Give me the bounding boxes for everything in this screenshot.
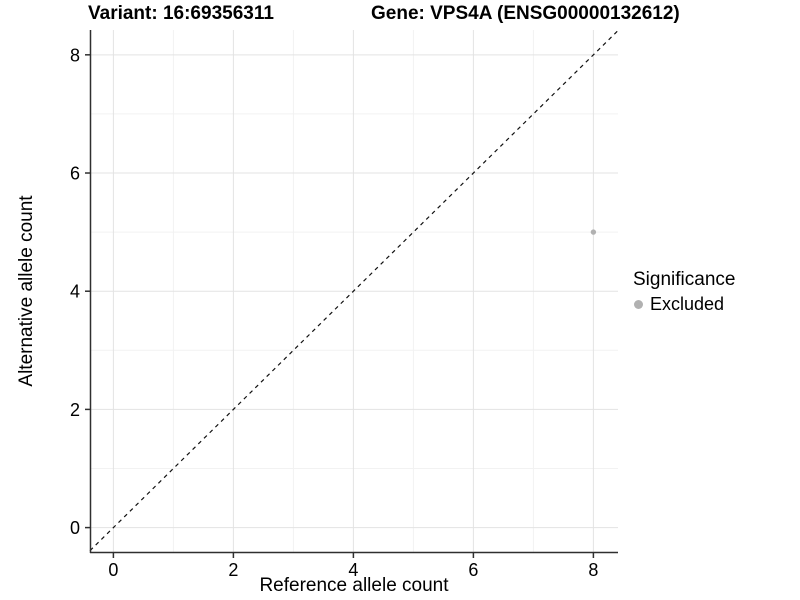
y-tick-label: 8 <box>70 45 80 65</box>
legend-entry: Excluded <box>632 294 735 315</box>
x-tick-label: 2 <box>228 560 238 580</box>
gene-title: Gene: VPS4A (ENSG00000132612) <box>371 3 680 24</box>
x-tick-label: 4 <box>348 560 358 580</box>
legend-title: Significance <box>633 269 736 290</box>
y-tick-label: 6 <box>70 164 80 184</box>
legend-entry-label: Excluded <box>650 294 725 314</box>
y-tick-label: 2 <box>70 400 80 420</box>
variant-title: Variant: 16:69356311 <box>88 3 274 24</box>
legend-point-icon <box>634 300 643 309</box>
x-tick-label: 8 <box>588 560 598 580</box>
legend: Significance Excluded <box>632 269 735 315</box>
identity-line <box>89 30 619 552</box>
x-tick-label: 0 <box>108 560 118 580</box>
y-axis-title: Alternative allele count <box>16 195 37 387</box>
y-tick-label: 4 <box>70 282 80 302</box>
plot-panel: 0 2 4 6 8 0 2 4 6 8 <box>70 30 619 580</box>
legend-entries: Excluded <box>632 294 735 315</box>
y-tick-label: 0 <box>70 518 80 538</box>
data-point <box>590 229 597 235</box>
x-tick-label: 6 <box>468 560 478 580</box>
x-axis-title: Reference allele count <box>259 575 449 596</box>
